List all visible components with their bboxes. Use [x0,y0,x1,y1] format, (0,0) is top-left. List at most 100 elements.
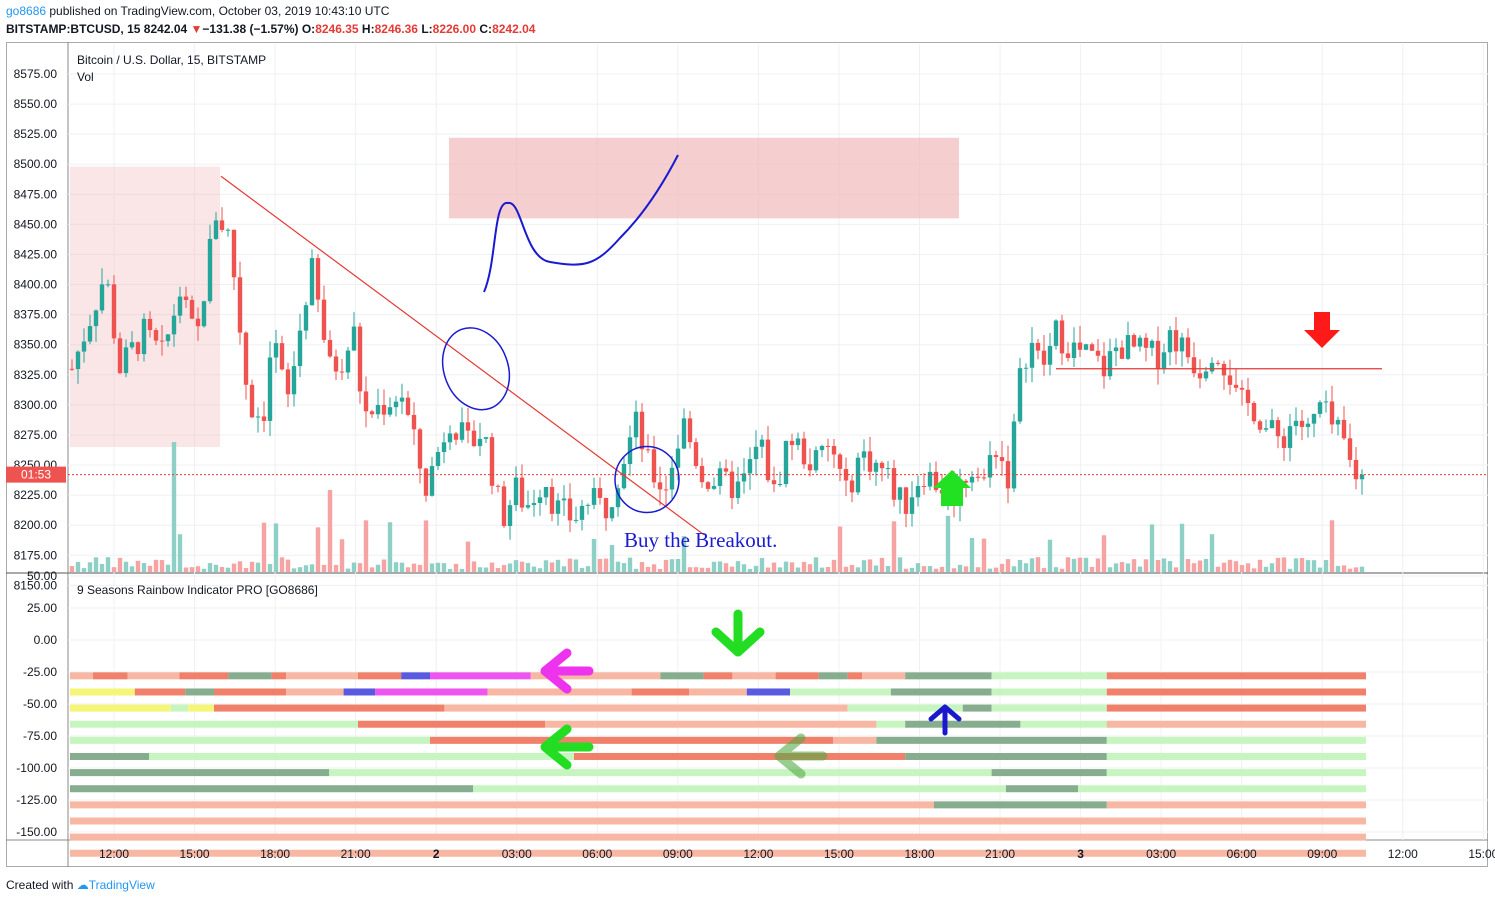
volume-bar [549,562,555,572]
candle-body [93,310,99,327]
volume-bar [1197,560,1203,572]
arrow-stroke [711,609,765,657]
candle-body [1179,337,1185,352]
time-tick-label: 06:00 [582,847,612,861]
candle-body [501,486,507,527]
price-tick-label: 8300.00 [14,398,58,412]
candle-body [819,445,825,451]
candle-body [327,339,333,357]
arrow-stroke [540,724,594,770]
close-label: C: [479,22,493,36]
volume-bar [711,561,717,572]
pane-labels: Bitcoin / U.S. Dollar, 15, BITSTAMP Vol 9 … [77,53,777,597]
open-value: 8246.35 [315,22,359,36]
candle-body [1347,438,1353,460]
volume-bar [405,567,411,572]
volume-bar [717,561,723,572]
candle-body [177,296,183,316]
volume-bar [675,558,681,572]
candle-body [735,481,741,499]
candle-body [897,487,903,500]
rainbow-segment [286,672,358,680]
candle-body [1311,413,1317,424]
rainbow-segment [70,849,1366,857]
volume-bar [891,521,897,572]
candle-body [1275,420,1281,437]
symbol-label: BITSTAMP:BTCUSD, 15 [6,22,141,36]
candle-body [879,462,885,469]
candle-body [429,466,435,496]
volume-bar [1191,563,1197,572]
retest-circle [614,445,680,514]
candle-body [1029,342,1035,368]
candle-body [801,438,807,465]
volume-bar [243,568,249,572]
rainbow-segment [689,688,747,696]
candle-body [1035,342,1041,351]
candle-body [1353,459,1359,480]
candle-body [213,220,219,239]
volume-bar [807,564,813,572]
candle-body [423,468,429,496]
rainbow-segment [286,688,344,696]
candle-body [1155,340,1161,370]
candle-body [981,477,987,479]
time-tick-label: 09:00 [1307,847,1337,861]
candle-body [813,450,819,471]
candle-body [87,326,93,342]
volume-bar [345,568,351,572]
volume-bar [1077,557,1083,572]
time-tick-label: 15:00 [180,847,210,861]
candle-body [1137,337,1143,347]
volume-bar [165,564,171,572]
author-link[interactable]: go8686 [6,4,47,18]
candle-body [1215,362,1221,364]
faded-green-left-arrow-icon [774,733,828,779]
volume-bar [699,567,705,572]
low-value: 8226.00 [432,22,477,36]
volume-bar [1011,566,1017,572]
candle-body [831,446,837,455]
tradingview-logo-icon: ☁ [76,878,89,892]
last-price: 8242.04 [143,22,188,36]
candle-body [1107,351,1113,377]
candle-body [75,351,81,370]
tradingview-brand[interactable]: TradingView [88,878,155,892]
volume-bar [195,566,201,572]
rainbow-segment [1106,736,1366,744]
volume-bar [903,568,909,572]
time-axis[interactable]: 12:00 15:00 18:00 21:00 2 03:00 06:00 09:00 12:0… [99,847,1495,861]
candle-body [363,391,369,412]
candle-body [1263,428,1269,430]
candle-body [609,507,615,519]
candle-body [837,454,843,469]
volume-bar [525,563,531,572]
rainbow-segment [631,688,690,696]
candle-body [1185,337,1191,358]
candle-body [753,446,759,460]
volume-bar [369,567,375,572]
rainbow-segment [430,736,834,744]
rainbow-segment [991,672,1107,680]
rainbow-segment [1106,704,1366,712]
candle-body [537,497,543,503]
candle-body [1305,423,1311,427]
volume-bar [597,558,603,572]
volume-bar [201,568,207,572]
volume-bar [1131,559,1137,572]
candle-body [777,483,783,485]
volume-bar [801,561,807,572]
rainbow-segment [179,672,229,680]
rainbow-segment [214,688,286,696]
volume-bar [483,567,489,572]
candle-body [933,471,939,491]
volume-bar [1341,565,1347,572]
candle-body [1251,403,1257,422]
volume-bar [285,559,291,572]
candle-body [975,476,981,478]
price-axis[interactable]: 8575.00 8550.00 8525.00 8500.00 8475.00 8450.… [6,67,66,839]
volume-bar [909,567,915,572]
indicator-tick-label: -100.00 [16,761,57,775]
rainbow-segment [430,672,531,680]
